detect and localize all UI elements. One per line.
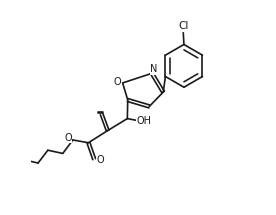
Text: O: O [96, 155, 104, 165]
Text: N: N [150, 64, 158, 74]
Text: O: O [113, 77, 121, 87]
Text: Cl: Cl [178, 21, 189, 31]
Text: OH: OH [137, 116, 152, 126]
Text: O: O [64, 133, 72, 143]
